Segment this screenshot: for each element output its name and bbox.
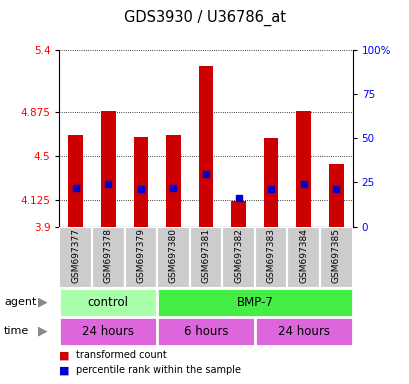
Text: ■: ■ — [59, 350, 70, 360]
Bar — [92, 227, 124, 288]
Text: 24 hours: 24 hours — [277, 325, 329, 338]
Bar — [189, 227, 222, 288]
Text: transformed count: transformed count — [76, 350, 166, 360]
Text: GSM697382: GSM697382 — [234, 228, 243, 283]
Text: GSM697377: GSM697377 — [71, 228, 80, 283]
Bar — [287, 227, 319, 288]
Text: control: control — [88, 296, 128, 309]
Bar — [263, 138, 278, 227]
Bar — [222, 227, 254, 288]
Text: GSM697379: GSM697379 — [136, 228, 145, 283]
Text: GSM697381: GSM697381 — [201, 228, 210, 283]
Text: percentile rank within the sample: percentile rank within the sample — [76, 366, 240, 376]
Bar — [59, 288, 157, 317]
Text: ▶: ▶ — [38, 296, 48, 309]
Text: GSM697384: GSM697384 — [299, 228, 308, 283]
Bar — [133, 137, 148, 227]
Text: 6 hours: 6 hours — [183, 325, 228, 338]
Bar — [157, 227, 189, 288]
Text: GSM697378: GSM697378 — [103, 228, 112, 283]
Bar — [101, 111, 115, 227]
Text: ■: ■ — [59, 366, 70, 376]
Bar — [157, 317, 254, 346]
Text: GSM697385: GSM697385 — [331, 228, 340, 283]
Bar — [296, 111, 310, 227]
Bar — [254, 227, 287, 288]
Bar — [68, 135, 83, 227]
Text: GDS3930 / U36786_at: GDS3930 / U36786_at — [124, 10, 285, 26]
Bar — [319, 227, 352, 288]
Bar — [254, 317, 352, 346]
Text: GSM697380: GSM697380 — [169, 228, 178, 283]
Text: agent: agent — [4, 297, 36, 308]
Bar — [59, 317, 157, 346]
Text: GSM697383: GSM697383 — [266, 228, 275, 283]
Bar — [157, 288, 352, 317]
Bar — [198, 66, 213, 227]
Text: 24 hours: 24 hours — [82, 325, 134, 338]
Bar — [231, 201, 245, 227]
Text: BMP-7: BMP-7 — [236, 296, 273, 309]
Text: time: time — [4, 326, 29, 336]
Bar — [124, 227, 157, 288]
Bar — [59, 227, 92, 288]
Text: ▶: ▶ — [38, 325, 48, 338]
Bar — [328, 164, 343, 227]
Bar — [166, 135, 180, 227]
